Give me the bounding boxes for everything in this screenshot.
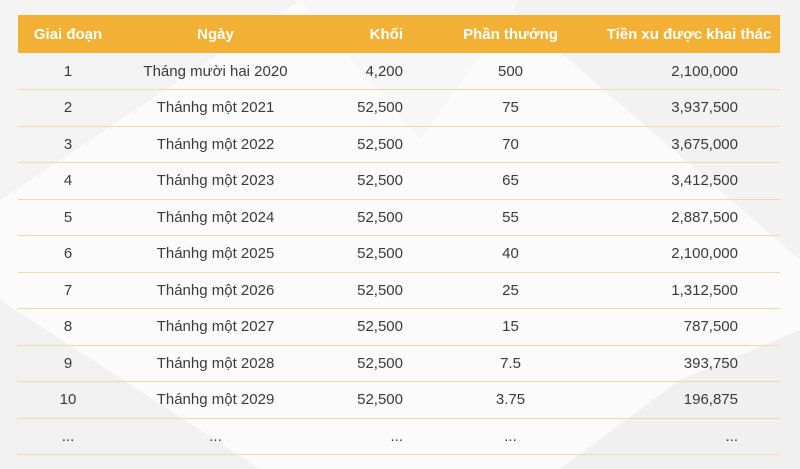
cell-coins-mined: 1,312,500 xyxy=(671,281,738,299)
table-body: 1 Tháng mười hai 2020 4,200 500 2,100,000 2 Th… xyxy=(18,53,780,455)
cell-date: Thánhg một 2023 xyxy=(156,172,275,190)
cell-reward: 3.75 xyxy=(495,391,526,409)
cell-reward: 75 xyxy=(502,99,519,117)
cell-blocks: ... xyxy=(390,427,403,445)
cell-phase: 9 xyxy=(63,354,73,372)
emission-schedule-table-wrapper: Giai đoạn Ngày Khối Phần thưởng Tiền xu … xyxy=(18,15,780,455)
table-row: 6 Thánhg một 2025 52,500 40 2,100,000 xyxy=(18,236,780,272)
cell-blocks: 52,500 xyxy=(357,99,403,117)
cell-reward: 55 xyxy=(502,208,519,226)
cell-date: ... xyxy=(209,427,222,445)
cell-blocks: 4,200 xyxy=(365,62,403,80)
cell-date: Thánhg một 2026 xyxy=(156,281,275,299)
header-row: Giai đoạn Ngày Khối Phần thưởng Tiền xu … xyxy=(18,15,780,53)
cell-blocks: 52,500 xyxy=(357,318,403,336)
cell-coins-mined: 2,100,000 xyxy=(671,245,738,263)
cell-coins-mined: 3,412,500 xyxy=(671,172,738,190)
cell-phase: ... xyxy=(61,427,75,445)
cell-reward: 25 xyxy=(502,281,519,299)
cell-phase: 1 xyxy=(63,62,73,80)
table-row: 1 Tháng mười hai 2020 4,200 500 2,100,000 xyxy=(18,53,780,90)
header-coins-mined: Tiền xu được khai thác xyxy=(606,25,772,43)
cell-phase: 8 xyxy=(63,318,73,336)
cell-blocks: 52,500 xyxy=(357,245,403,263)
cell-phase: 3 xyxy=(63,135,73,153)
cell-reward: 65 xyxy=(502,172,519,190)
table-row: 10 Thánhg một 2029 52,500 3.75 196,875 xyxy=(18,382,780,418)
table-row: 7 Thánhg một 2026 52,500 25 1,312,500 xyxy=(18,272,780,309)
header-reward: Phần thưởng xyxy=(463,25,558,43)
table-header: Giai đoạn Ngày Khối Phần thưởng Tiền xu … xyxy=(18,15,780,53)
cell-blocks: 52,500 xyxy=(357,208,403,226)
cell-coins-mined: 787,500 xyxy=(683,318,738,336)
cell-reward: 15 xyxy=(502,318,519,336)
cell-blocks: 52,500 xyxy=(357,135,403,153)
cell-phase: 10 xyxy=(59,391,77,409)
cell-date: Thánhg một 2022 xyxy=(156,135,275,153)
table-row: 8 Thánhg một 2027 52,500 15 787,500 xyxy=(18,309,780,345)
header-blocks: Khối xyxy=(369,25,403,43)
cell-reward: 7.5 xyxy=(500,354,521,372)
cell-coins-mined: 393,750 xyxy=(683,354,738,372)
table-row: 5 Thánhg một 2024 52,500 55 2,887,500 xyxy=(18,199,780,236)
cell-phase: 7 xyxy=(63,281,73,299)
cell-coins-mined: ... xyxy=(725,427,738,445)
table-row: 9 Thánhg một 2028 52,500 7.5 393,750 xyxy=(18,345,780,382)
cell-phase: 2 xyxy=(63,99,73,117)
cell-date: Thánhg một 2024 xyxy=(156,208,275,226)
table-row: 2 Thánhg một 2021 52,500 75 3,937,500 xyxy=(18,90,780,126)
cell-date: Thánhg một 2027 xyxy=(156,318,275,336)
table-row: 3 Thánhg một 2022 52,500 70 3,675,000 xyxy=(18,126,780,163)
cell-coins-mined: 3,937,500 xyxy=(671,99,738,117)
cell-reward: 40 xyxy=(502,245,519,263)
cell-coins-mined: 2,887,500 xyxy=(671,208,738,226)
cell-reward: ... xyxy=(504,427,517,445)
table-row: 4 Thánhg một 2023 52,500 65 3,412,500 xyxy=(18,163,780,199)
cell-reward: 70 xyxy=(502,135,519,153)
table-row: ............... xyxy=(18,418,780,455)
cell-date: Thánhg một 2029 xyxy=(156,391,275,409)
cell-blocks: 52,500 xyxy=(357,391,403,409)
cell-coins-mined: 2,100,000 xyxy=(671,62,738,80)
emission-schedule-table: Giai đoạn Ngày Khối Phần thưởng Tiền xu … xyxy=(18,15,780,455)
cell-phase: 4 xyxy=(63,172,73,190)
cell-blocks: 52,500 xyxy=(357,172,403,190)
cell-coins-mined: 3,675,000 xyxy=(671,135,738,153)
header-phase: Giai đoạn xyxy=(33,25,103,43)
header-date: Ngày xyxy=(197,25,234,43)
cell-date: Thánhg một 2021 xyxy=(156,99,275,117)
cell-date: Thánhg một 2025 xyxy=(156,245,275,263)
cell-coins-mined: 196,875 xyxy=(683,391,738,409)
cell-phase: 5 xyxy=(63,208,73,226)
cell-date: Thánhg một 2028 xyxy=(156,354,275,372)
cell-date: Tháng mười hai 2020 xyxy=(143,62,288,80)
cell-phase: 6 xyxy=(63,245,73,263)
cell-blocks: 52,500 xyxy=(357,281,403,299)
cell-blocks: 52,500 xyxy=(357,354,403,372)
cell-reward: 500 xyxy=(497,62,524,80)
